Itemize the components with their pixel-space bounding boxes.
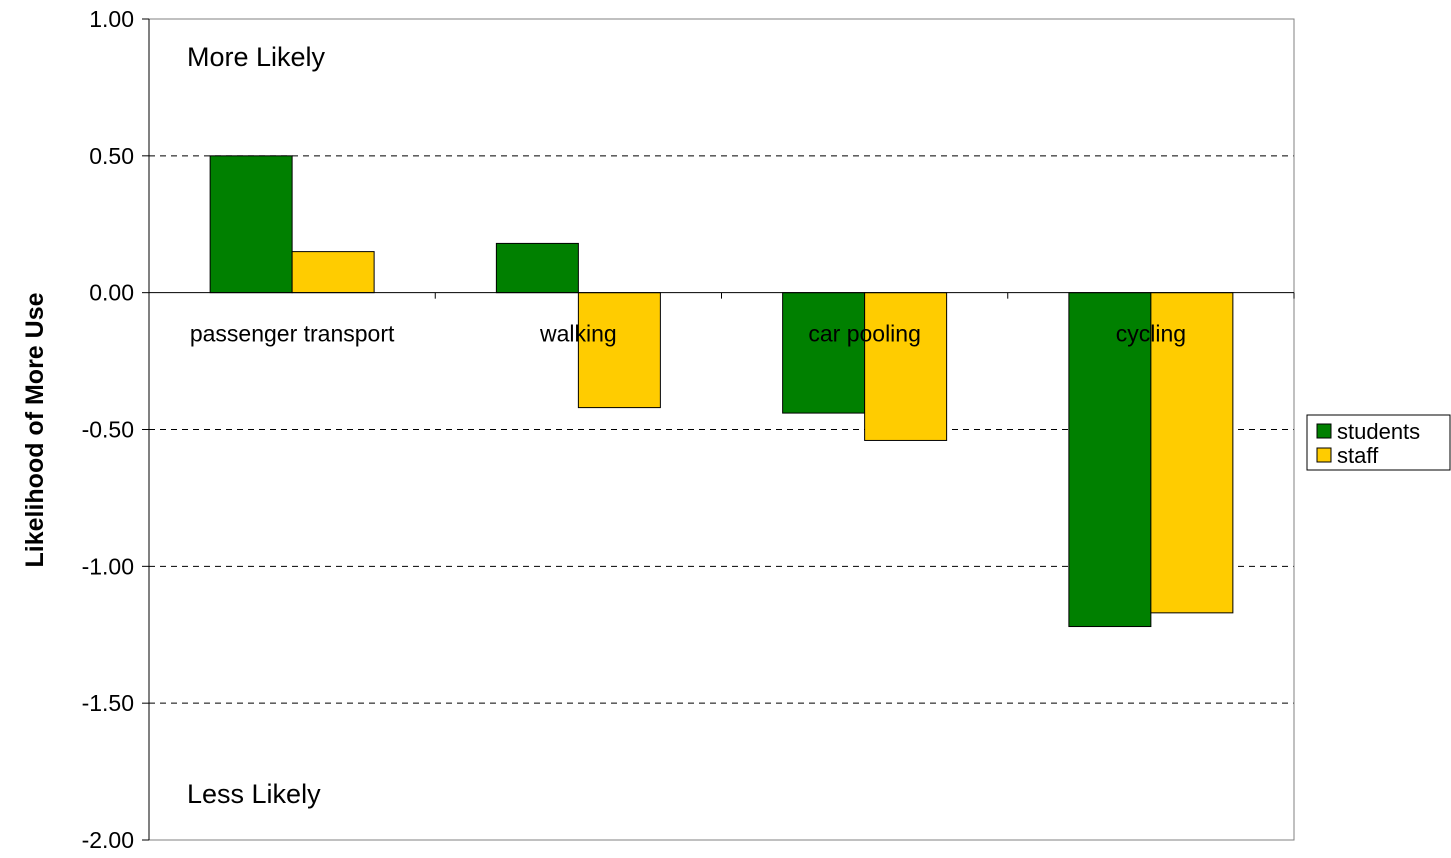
bar-staff xyxy=(1150,292,1234,614)
less-likely-annotation: Less Likely xyxy=(187,779,321,809)
y-tick-label: -1.50 xyxy=(82,690,134,716)
y-tick-label: 0.50 xyxy=(89,143,134,169)
legend-label-students: students xyxy=(1337,419,1420,444)
bar-staff xyxy=(291,251,375,294)
legend-swatch-students xyxy=(1316,423,1332,439)
axes: 1.00 0.50 0.00 -0.50 -1.00 -1.50 -2.00 xyxy=(82,6,1295,853)
y-tick-label: 0.00 xyxy=(89,280,134,306)
legend-label-staff: staff xyxy=(1337,443,1379,468)
y-tick-label: 1.00 xyxy=(89,6,134,32)
legend-swatch-staff xyxy=(1316,447,1332,463)
bar-students xyxy=(1068,292,1152,628)
y-tick-label: -1.00 xyxy=(82,553,134,579)
bar-staff xyxy=(577,292,661,409)
bar-staff xyxy=(864,292,948,441)
more-likely-annotation: More Likely xyxy=(187,42,326,72)
category-label: car pooling xyxy=(808,321,921,347)
bars xyxy=(209,155,1234,628)
category-label: cycling xyxy=(1116,321,1186,347)
bar-students xyxy=(209,155,293,294)
category-label: walking xyxy=(539,321,617,347)
y-tick-label: -2.00 xyxy=(82,827,134,853)
y-tick-label: -0.50 xyxy=(82,417,134,443)
bar-students xyxy=(782,292,866,414)
bar-students xyxy=(495,242,579,294)
category-label: passenger transport xyxy=(190,321,395,347)
gridlines xyxy=(149,155,1294,704)
category-labels: passenger transport walking car pooling cyc… xyxy=(190,321,1186,347)
y-axis-title: Likelihood of More Use xyxy=(21,292,49,567)
